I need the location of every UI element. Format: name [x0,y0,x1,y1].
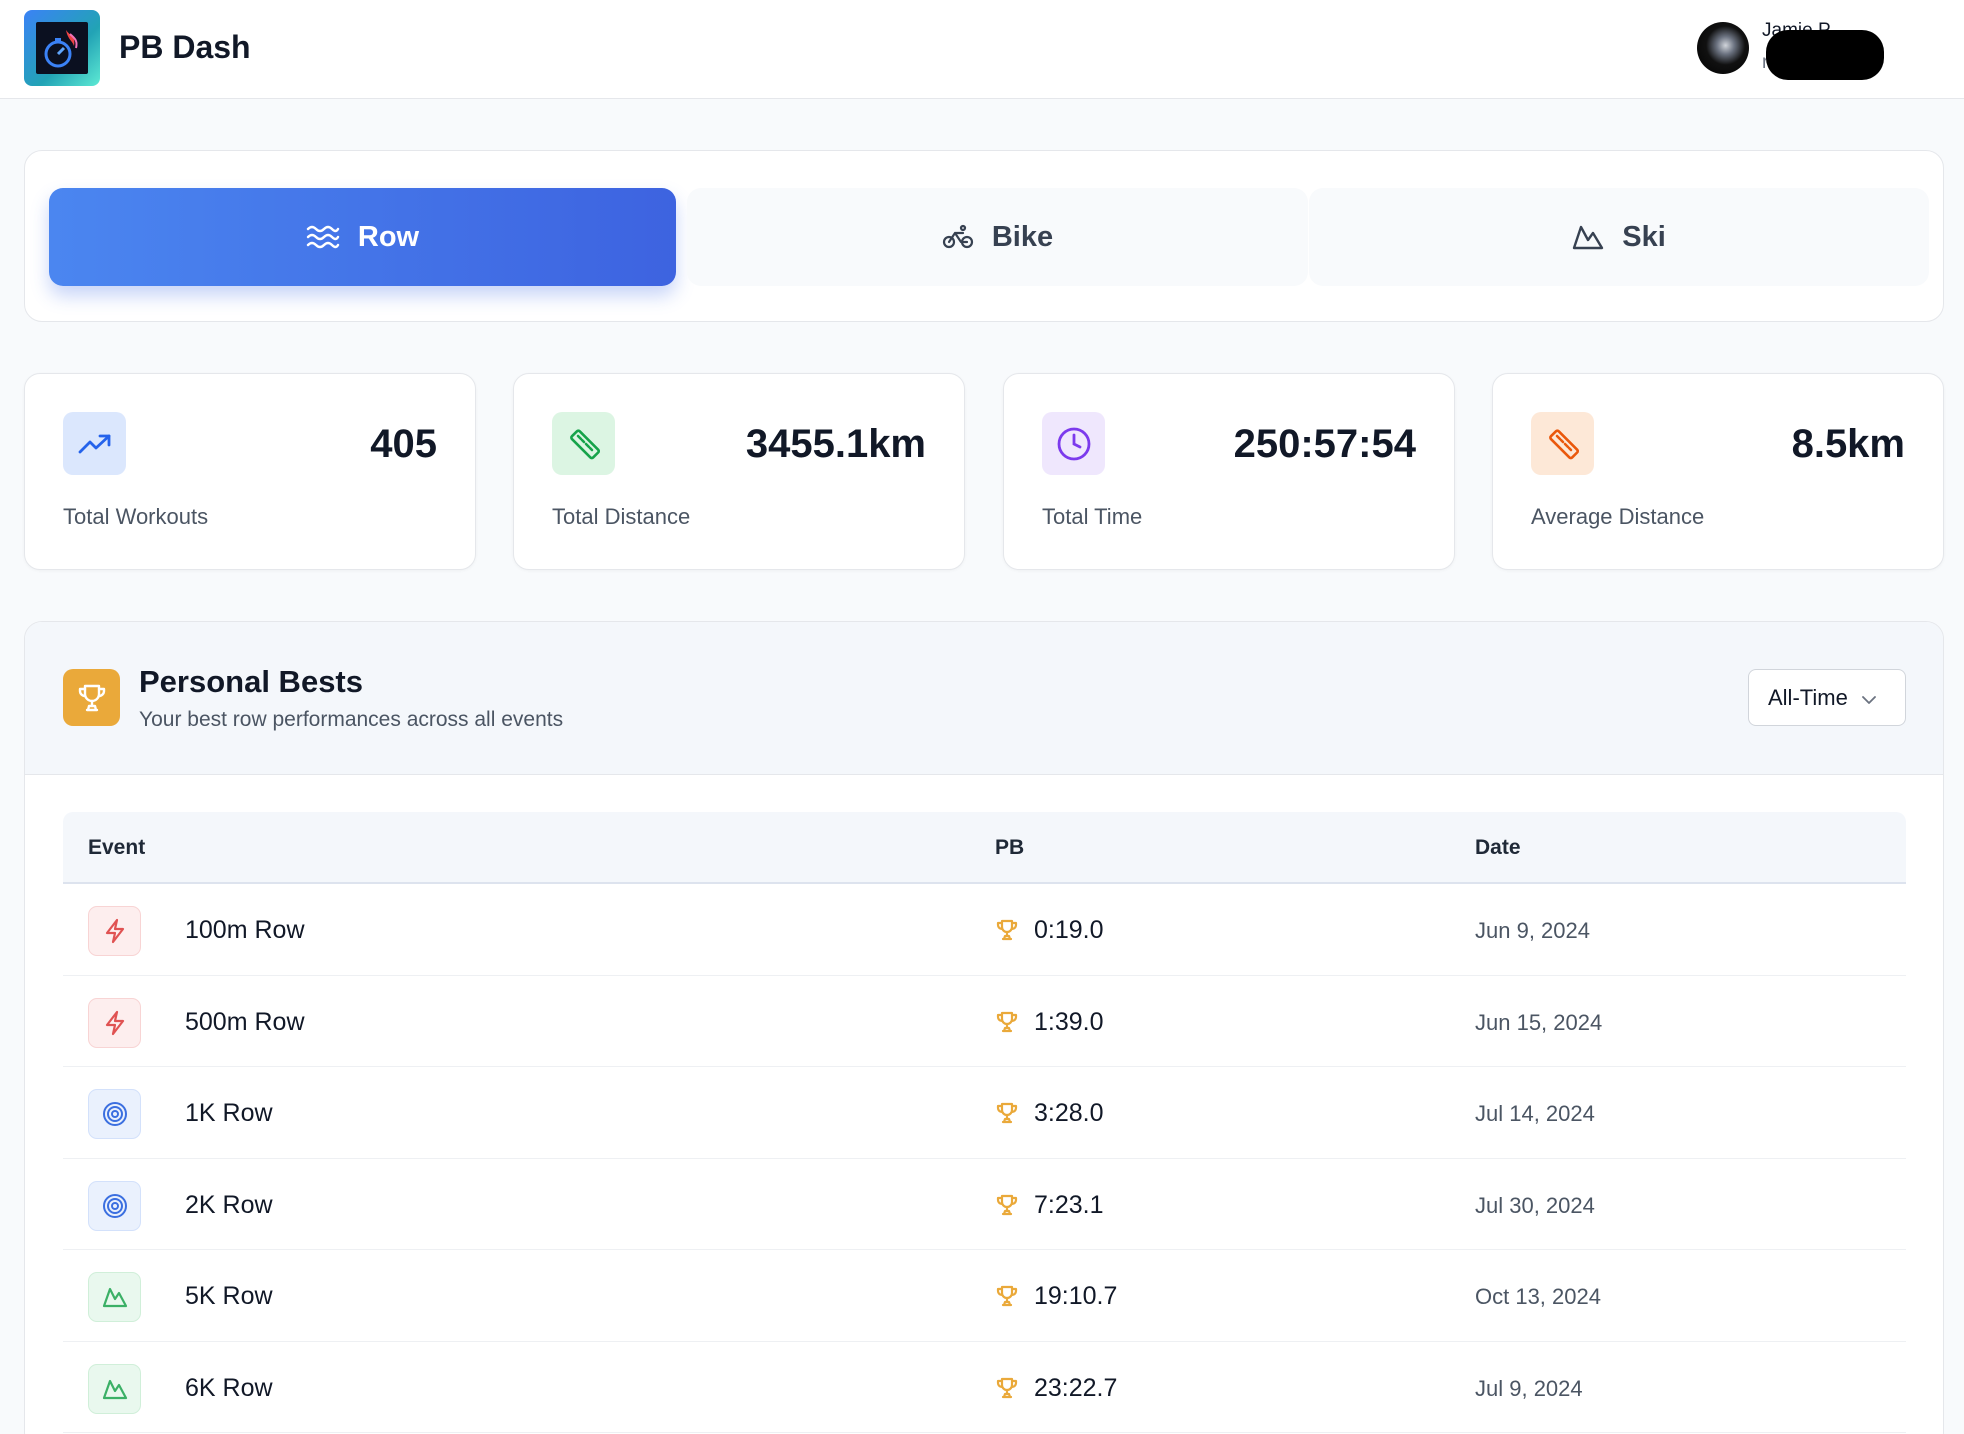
stat-card-total-time: 250:57:54 Total Time [1003,373,1455,570]
chevron-down-icon [1861,685,1876,711]
time-range-select[interactable]: All-Time [1748,669,1906,726]
pb-date: Jun 15, 2024 [1475,1009,1603,1035]
stat-label: Total Workouts [63,504,209,529]
brand-name: PB Dash [119,29,251,65]
ruler-icon [1531,412,1594,475]
stat-label: Total Distance [552,504,691,529]
pb-date: Jun 9, 2024 [1475,918,1590,943]
redaction-overlay [1766,30,1884,80]
tab-ski-label: Ski [1622,220,1666,253]
stat-card-total-workouts: 405 Total Workouts [24,373,476,570]
personal-bests-subtitle: Your best row performances across all ev… [139,708,564,731]
pb-value: 7:23.1 [1034,1190,1104,1219]
table-row[interactable]: 5K Row 19:10.7 Oct 13, 2024 [63,1250,1906,1342]
stat-value: 3455.1km [745,422,926,466]
stopwatch-flame-icon [36,22,88,74]
pb-value: 0:19.0 [1034,916,1104,944]
trophy-icon [995,1101,1019,1130]
time-range-value: All-Time [1768,684,1848,710]
table-row[interactable]: 1K Row 3:28.0 Jul 14, 2024 [63,1067,1906,1159]
lightning-icon [88,906,141,956]
waves-icon [306,224,340,250]
trending-up-icon [63,412,126,475]
table-row[interactable]: 500m Row 1:39.0 Jun 15, 2024 [63,976,1906,1067]
personal-bests-card: Personal Bests Your best row performance… [24,621,1944,1434]
event-name: 5K Row [185,1282,273,1310]
event-name: 100m Row [185,916,305,944]
event-name: 6K Row [185,1373,273,1402]
mountain-icon [1572,223,1604,251]
personal-bests-table: Event PB Date 100m Row 0:19.0 Jun 9, 202… [63,812,1906,1433]
app-header: PB Dash Jamie P r .com [0,0,1964,99]
stat-label: Total Time [1042,504,1143,529]
column-header-event: Event [88,836,146,859]
personal-bests-header: Personal Bests Your best row performance… [25,622,1943,775]
tab-row-label: Row [357,220,420,253]
table-row[interactable]: 6K Row 23:22.7 Jul 9, 2024 [63,1342,1906,1433]
pb-date: Jul 14, 2024 [1475,1101,1595,1126]
table-row[interactable]: 100m Row 0:19.0 Jun 9, 2024 [63,884,1906,976]
pb-date: Jul 30, 2024 [1475,1192,1595,1218]
pb-value: 19:10.7 [1034,1282,1118,1310]
event-name: 500m Row [185,1007,305,1036]
stat-label: Average Distance [1531,504,1705,529]
table-header: Event PB Date [63,812,1906,884]
stat-value: 8.5km [1791,422,1905,466]
trophy-icon [995,1284,1019,1313]
trophy-icon [995,1376,1019,1405]
trophy-icon [995,1193,1019,1222]
pb-value: 1:39.0 [1034,1007,1104,1036]
pb-value: 23:22.7 [1034,1373,1118,1402]
tab-row[interactable]: Row [49,188,676,286]
column-header-pb: PB [995,836,1025,859]
pb-date: Oct 13, 2024 [1475,1284,1601,1309]
ruler-icon [552,412,615,475]
pb-date: Jul 9, 2024 [1475,1375,1583,1401]
mountain-icon [88,1272,141,1322]
table-row[interactable]: 2K Row 7:23.1 Jul 30, 2024 [63,1159,1906,1250]
column-header-date: Date [1475,836,1521,859]
pb-value: 3:28.0 [1034,1099,1104,1127]
event-name: 2K Row [185,1190,273,1219]
lightning-icon [88,997,141,1048]
personal-bests-title: Personal Bests [139,664,363,699]
target-icon [88,1180,141,1231]
tab-bike-label: Bike [991,220,1054,253]
bike-icon [942,224,974,250]
stat-card-average-distance: 8.5km Average Distance [1492,373,1944,570]
target-icon [88,1089,141,1139]
event-name: 1K Row [185,1099,273,1127]
stat-card-total-distance: 3455.1km Total Distance [513,373,965,570]
stat-value: 405 [370,422,437,466]
clock-icon [1042,412,1105,475]
mountain-icon [88,1363,141,1414]
trophy-icon [995,918,1019,947]
tab-ski[interactable]: Ski [1309,188,1929,286]
sport-tabs: Row Bike Ski [24,150,1944,322]
trophy-icon [995,1010,1019,1039]
stat-value: 250:57:54 [1233,422,1416,466]
trophy-icon [63,669,120,726]
user-avatar[interactable] [1697,22,1749,74]
app-logo[interactable] [24,10,100,86]
tab-bike[interactable]: Bike [687,188,1308,286]
